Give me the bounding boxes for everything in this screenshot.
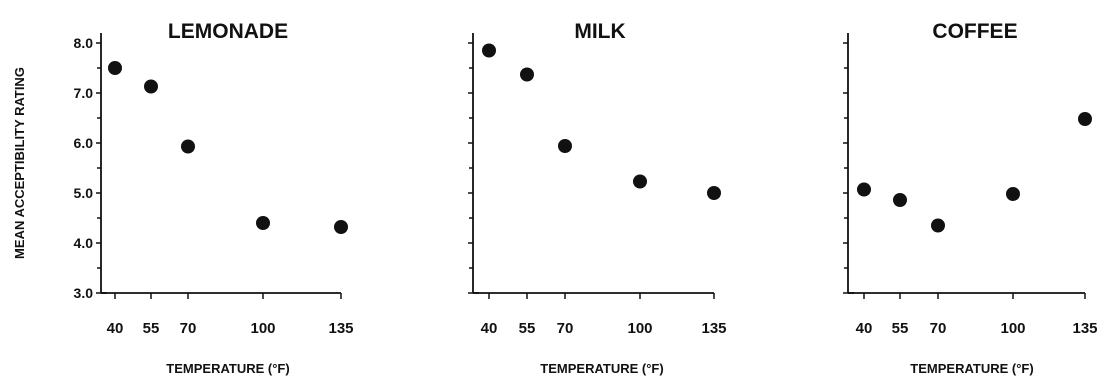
data-point — [181, 140, 195, 154]
panel-title: LEMONADE — [168, 20, 288, 43]
y-axis-title: MEAN ACCEPTIBILITY RATING — [12, 67, 27, 259]
x-tick-label: 100 — [250, 320, 275, 337]
data-point — [334, 220, 348, 234]
data-point — [108, 61, 122, 75]
data-point — [893, 193, 907, 207]
x-tick-label: 40 — [856, 320, 873, 337]
x-axis-title: TEMPERATURE (°F) — [166, 361, 289, 376]
data-point — [1006, 187, 1020, 201]
data-point — [931, 219, 945, 233]
y-tick-label: 8.0 — [74, 35, 94, 51]
data-point — [707, 186, 721, 200]
panel-lemonade: LEMONADE 3.0 4.0 5.0 6.0 7.0 8.0 40 55 70 100 135 TE… — [12, 20, 354, 376]
y-tick-label: 7.0 — [74, 85, 94, 101]
y-tick-label: 6.0 — [74, 135, 94, 151]
data-point — [1078, 112, 1092, 126]
x-tick-label: 135 — [328, 320, 353, 337]
x-tick-label: 70 — [930, 320, 947, 337]
x-tick-label: 55 — [143, 320, 160, 337]
x-tick-label: 40 — [481, 320, 498, 337]
data-point — [520, 68, 534, 82]
panel-coffee: COFFEE 40 55 70 100 135 TEMPERATURE (°F) — [843, 20, 1098, 376]
data-point — [256, 216, 270, 230]
x-tick-label: 135 — [1072, 320, 1097, 337]
x-tick-label: 70 — [180, 320, 197, 337]
data-point — [857, 183, 871, 197]
x-tick-label: 70 — [557, 320, 574, 337]
x-axis-title: TEMPERATURE (°F) — [910, 361, 1033, 376]
y-tick-label: 3.0 — [74, 285, 94, 301]
x-tick-label: 55 — [519, 320, 536, 337]
panel-title: COFFEE — [932, 20, 1017, 43]
x-tick-label: 135 — [701, 320, 726, 337]
data-point — [633, 175, 647, 189]
x-tick-label: 40 — [107, 320, 124, 337]
y-tick-label: 5.0 — [74, 185, 94, 201]
y-tick-label: 4.0 — [74, 235, 94, 251]
data-point — [482, 44, 496, 58]
x-tick-label: 55 — [892, 320, 909, 337]
x-tick-label: 100 — [627, 320, 652, 337]
data-point — [558, 139, 572, 153]
x-axis-title: TEMPERATURE (°F) — [540, 361, 663, 376]
data-point — [144, 80, 158, 94]
x-tick-label: 100 — [1000, 320, 1025, 337]
panel-title: MILK — [574, 20, 625, 43]
panel-milk: MILK 40 55 70 100 135 TEMPERATURE (°F) — [468, 20, 727, 376]
